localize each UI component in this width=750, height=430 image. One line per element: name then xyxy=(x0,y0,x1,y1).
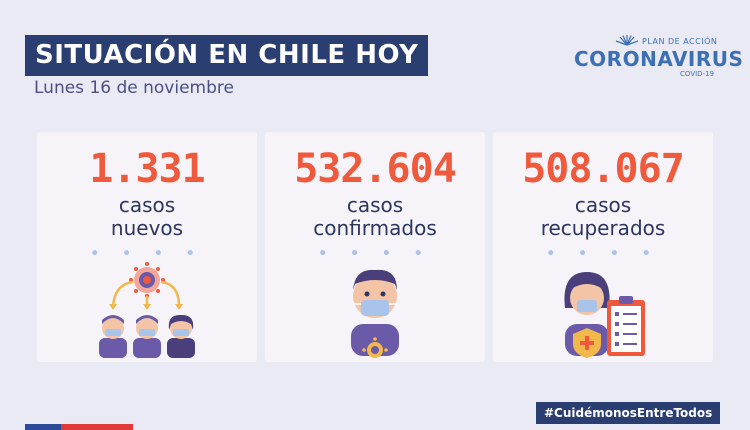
confirmed-cases-card: 532.604 casos confirmados • • • • xyxy=(265,132,485,362)
dots-divider: • • • • xyxy=(546,246,660,262)
recovered-cases-label-line2: recuperados xyxy=(540,216,666,240)
coronavirus-logo: PLAN DE ACCIÓN CORONAVIRUS COVID-19 xyxy=(572,32,743,82)
page-title: SITUACIÓN EN CHILE HOY xyxy=(25,35,429,76)
hashtag-badge: #CuidémonosEntreTodos xyxy=(536,402,721,424)
logo-name-text: CORONAVIRUS xyxy=(574,47,744,71)
confirmed-cases-label-line1: casos xyxy=(346,193,404,217)
dots-divider: • • • • xyxy=(90,246,204,262)
new-cases-label-line1: casos xyxy=(118,193,176,217)
recovered-cases-label-line1: casos xyxy=(574,193,632,217)
confirmed-cases-label-line2: confirmados xyxy=(313,216,437,240)
new-cases-label-line2: nuevos xyxy=(110,216,184,240)
recovered-cases-value: 508.067 xyxy=(522,146,685,192)
logo-plan-text: PLAN DE ACCIÓN xyxy=(642,37,718,46)
new-cases-value: 1.331 xyxy=(89,146,205,192)
virus-spread-icon xyxy=(99,262,195,358)
masked-person-icon xyxy=(351,269,399,358)
recovered-cases-card: 508.067 casos recuperados • • • • xyxy=(493,132,713,362)
recovered-clipboard-icon xyxy=(564,272,645,358)
new-cases-card: 1.331 casos nuevos • • • • xyxy=(37,132,257,362)
dots-divider: • • • • xyxy=(318,246,432,262)
logo-sub-text: COVID-19 xyxy=(680,70,714,78)
date-label: Lunes 16 de noviembre xyxy=(34,78,234,98)
chile-flag-bar xyxy=(25,424,133,430)
sun-burst-icon xyxy=(615,35,639,46)
confirmed-cases-value: 532.604 xyxy=(294,146,457,192)
